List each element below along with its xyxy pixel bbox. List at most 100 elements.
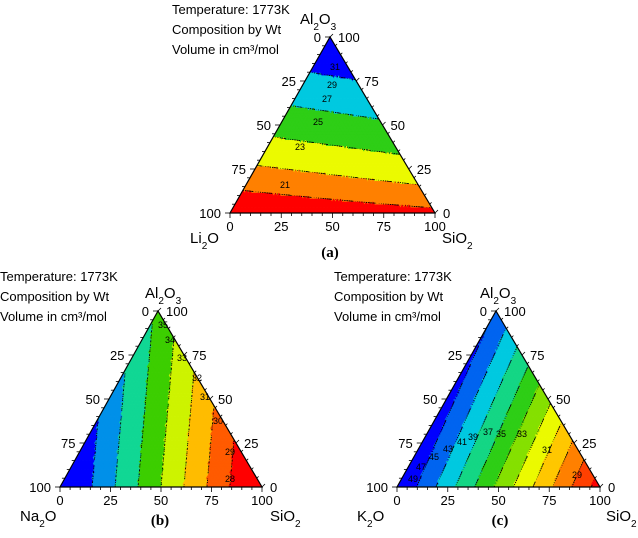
contour-label: 21 <box>280 180 290 190</box>
contour-label: 31 <box>200 392 210 402</box>
tick-label-right: 75 <box>530 348 544 363</box>
contour-label: 49 <box>408 474 418 484</box>
tick-label-left: 75 <box>232 162 246 177</box>
info-line: Composition by Wt <box>334 289 443 304</box>
panel-caption: (b) <box>151 513 169 529</box>
tick-label-right: 50 <box>391 118 405 133</box>
tick-label-right: 25 <box>244 436 258 451</box>
corner-label-right: SiO2 <box>442 230 473 252</box>
ternary-plot-b: 0 0 0 25 25 25 50 50 50 75 75 75 100 100 100 28 29 30 31 32… <box>0 269 301 530</box>
tick-label-bottom: 75 <box>542 493 556 508</box>
contour-line <box>242 189 432 209</box>
contour-label: 37 <box>483 427 493 437</box>
contour-label: 41 <box>457 437 467 447</box>
ternary-plot-c: 0 0 0 25 25 25 50 50 50 75 75 75 100 100 100 29 31 33 3537… <box>334 269 637 530</box>
corner-label-left: K2O <box>357 508 384 530</box>
tick-label-left: 50 <box>423 392 437 407</box>
tick-label-bottom: 0 <box>56 493 63 508</box>
info-line: Composition by Wt <box>0 289 109 304</box>
tick-label-right: 25 <box>417 162 431 177</box>
contour-line <box>114 373 126 487</box>
panel-caption: (a) <box>321 245 339 261</box>
corner-label-top: Al2O3 <box>300 11 337 33</box>
contour-fill <box>230 37 435 213</box>
contour-label: 29 <box>225 447 235 457</box>
contour-label: 47 <box>416 462 426 472</box>
tick-label-bottom: 75 <box>377 219 391 234</box>
info-line: Temperature: 1773K <box>172 2 290 17</box>
tick-label-right: 75 <box>192 348 206 363</box>
tick-label-left: 0 <box>142 304 149 319</box>
contour-line <box>256 164 419 186</box>
info-line: Temperature: 1773K <box>334 269 452 284</box>
tick-label-bottom: 100 <box>589 493 611 508</box>
ticks: 0 0 0 25 25 25 50 50 50 75 75 75 100 100 100 <box>29 304 277 508</box>
contour-line <box>312 72 356 81</box>
corner-label-top: Al2O3 <box>145 285 182 307</box>
contour-label: 31 <box>330 62 340 72</box>
contour-label: 39 <box>468 432 478 442</box>
tick-label-right: 50 <box>556 392 570 407</box>
contour-label: 25 <box>313 117 323 127</box>
contour-line <box>590 478 596 487</box>
tick-label-left: 25 <box>110 348 124 363</box>
corner-label-left: Na2O <box>20 508 56 530</box>
tick-label-bottom: 100 <box>251 493 273 508</box>
tick-label-bottom: 25 <box>103 493 117 508</box>
corner-label-right: SiO2 <box>606 508 637 530</box>
contour-label: 29 <box>572 470 582 480</box>
tick-label-bottom: 50 <box>154 493 168 508</box>
info-line: Volume in cm³/mol <box>172 42 279 57</box>
tick-label-right: 100 <box>338 30 360 45</box>
corner-label-top: Al2O3 <box>480 285 517 307</box>
contour-label: 27 <box>322 94 332 104</box>
tick-label-right: 0 <box>443 206 450 221</box>
tick-label-left: 75 <box>61 436 75 451</box>
contour-label: 34 <box>165 335 175 345</box>
contour-label: 45 <box>429 452 439 462</box>
contour-line <box>435 327 507 487</box>
tick-label-left: 25 <box>448 348 462 363</box>
tick-label-right: 50 <box>218 392 232 407</box>
tick-label-left: 50 <box>257 118 271 133</box>
info-line: Composition by Wt <box>172 22 281 37</box>
contour-line <box>206 405 215 487</box>
tick-label-bottom: 50 <box>491 493 505 508</box>
ticks: 0 0 0 25 25 25 50 50 50 75 75 75 100 100 100 <box>366 304 615 508</box>
corner-label-left: Li2O <box>190 230 219 252</box>
tick-label-left: 75 <box>398 436 412 451</box>
contour-label: 32 <box>192 373 202 383</box>
tick-label-bottom: 25 <box>274 219 288 234</box>
tick-label-left: 25 <box>282 74 296 89</box>
contour-label: 23 <box>295 142 305 152</box>
tick-label-left: 0 <box>314 30 321 45</box>
tick-label-right: 25 <box>582 436 596 451</box>
info-line: Temperature: 1773K <box>0 269 118 284</box>
ticks: 0 0 0 25 25 25 50 50 50 75 75 75 100 100 100 <box>199 30 450 234</box>
contour-label: 35 <box>496 429 506 439</box>
tick-label-bottom: 25 <box>441 493 455 508</box>
tick-label-bottom: 0 <box>226 219 233 234</box>
tick-label-left: 50 <box>86 392 100 407</box>
tick-label-right: 100 <box>504 304 526 319</box>
tick-label-bottom: 0 <box>393 493 400 508</box>
contour-label: 43 <box>443 444 453 454</box>
contour-line <box>160 338 175 486</box>
tick-label-bottom: 75 <box>204 493 218 508</box>
ternary-plot-a: 0 0 0 25 25 25 50 50 50 75 75 75 100 100 100 21 23 25 27 29… <box>172 2 473 261</box>
tick-label-bottom: 50 <box>325 219 339 234</box>
contour-label: 33 <box>177 353 187 363</box>
info-line: Volume in cm³/mol <box>334 309 441 324</box>
contour-label: 33 <box>517 429 527 439</box>
contour-line <box>91 418 99 487</box>
panel-caption: (c) <box>492 513 509 529</box>
tick-label-right: 0 <box>608 480 615 495</box>
contour-label: 29 <box>327 80 337 90</box>
tick-label-right: 0 <box>270 480 277 495</box>
tick-label-left: 100 <box>29 480 51 495</box>
contour-label: 31 <box>542 445 552 455</box>
corner-label-right: SiO2 <box>270 508 301 530</box>
tick-label-left: 100 <box>366 480 388 495</box>
tick-label-bottom: 100 <box>424 219 446 234</box>
